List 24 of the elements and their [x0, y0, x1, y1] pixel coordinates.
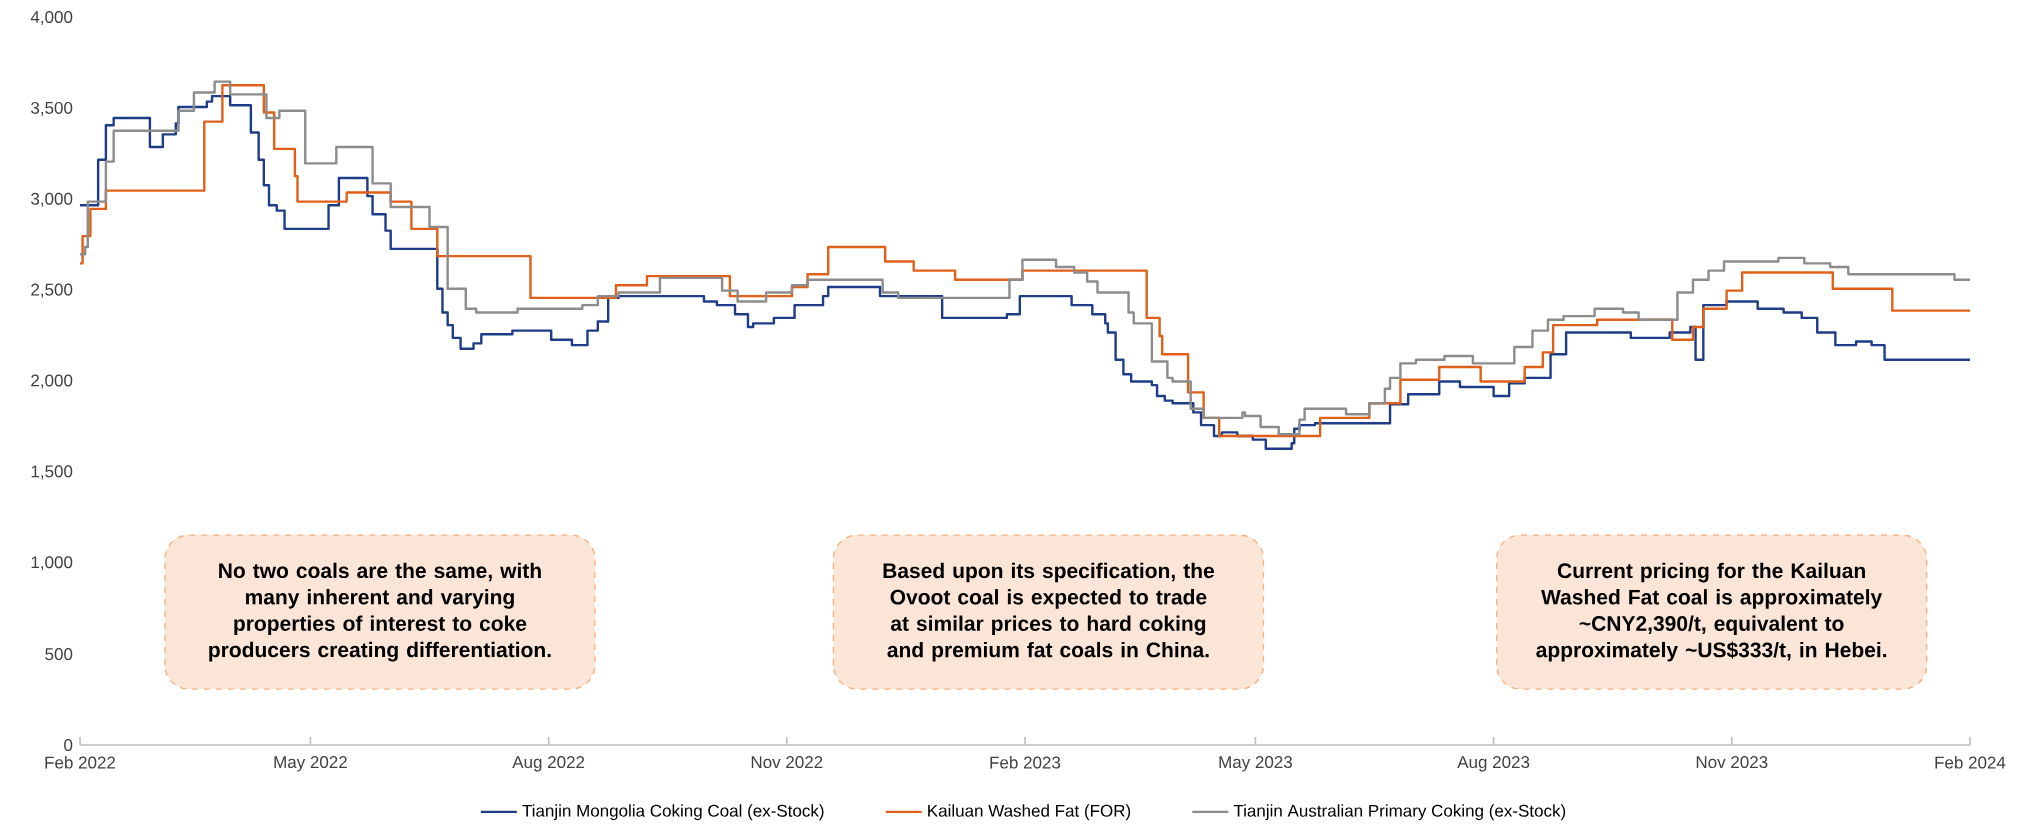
annotation: Based upon its specification, the Ovoot coal is expected to trade at similar prices to hard coking and premium fat coals in China. [883, 562, 1214, 662]
x-tick-label: Feb 2024 [1935, 756, 2006, 769]
x-tick-label: Nov 2022 [751, 756, 823, 769]
x-tick-label: Feb 2022 [45, 756, 116, 769]
legend-label: Tianjin Australian Primary Coking (ex-Stock) [1233, 804, 1566, 821]
y-tick-label: 1,500 [31, 465, 73, 480]
x-tick-label: May 2022 [274, 756, 347, 772]
x-tick-label: May 2023 [1219, 756, 1292, 772]
y-tick-label: 1,000 [31, 556, 73, 571]
y-tick-label: 4,000 [30, 11, 73, 26]
y-tick-label: 500 [45, 648, 73, 661]
x-tick-label: Aug 2023 [1457, 756, 1530, 772]
x-tick-label: Feb 2023 [990, 756, 1061, 769]
y-tick-label: 2,500 [31, 283, 73, 298]
y-tick-label: 3,000 [31, 192, 73, 207]
legend-label: Tianjin Mongolia Coking Coal (ex-Stock) [522, 804, 824, 821]
y-tick-label: 2,000 [31, 374, 73, 389]
annotation: No two coals are the same, with many inherent and varying properties of interest to coke producers creating differentiation. [209, 562, 551, 662]
annotation: Current pricing for the Kailuan Washed Fat coal is approximately ~CNY2,390/t, equivalent to approximately ~US$333/t, in Hebei. [1536, 562, 1887, 662]
legend-label: Kailuan Washed Fat (FOR) [928, 804, 1131, 821]
y-tick-label: 0 [64, 739, 73, 752]
y-tick-label: 3,500 [31, 101, 73, 116]
x-tick-label: Aug 2022 [512, 756, 585, 772]
x-tick-label: Nov 2023 [1696, 756, 1768, 769]
